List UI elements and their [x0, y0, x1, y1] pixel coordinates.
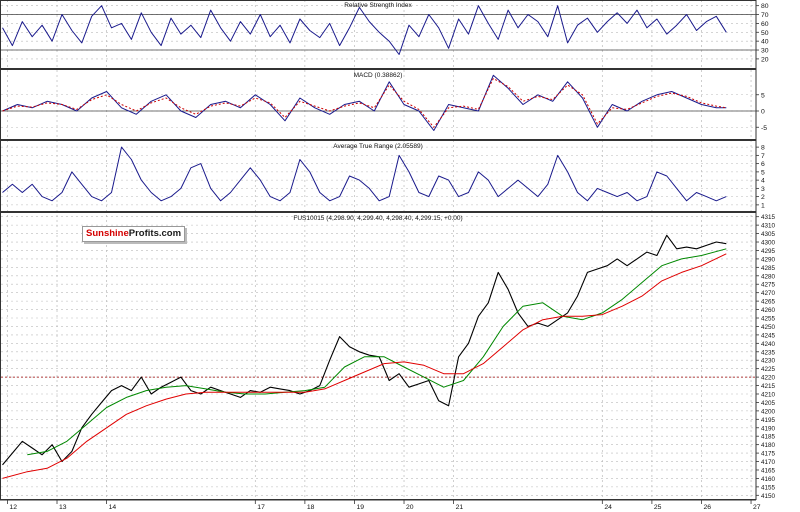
x-tick-label: 17: [257, 504, 265, 511]
price-tick-label: 4250: [761, 324, 776, 331]
price-tick-label: 4305: [761, 231, 776, 238]
price-tick-label: 4245: [761, 332, 776, 339]
rsi-tick-label: 60: [761, 21, 769, 28]
price-tick-label: 4300: [761, 240, 776, 247]
rsi-line: [2, 5, 727, 55]
logo-part-sunshine: Sunshine: [86, 228, 129, 239]
price-tick-label: 4290: [761, 256, 776, 263]
atr-tick-label: 4: [761, 178, 765, 185]
x-tick-label: 12: [9, 504, 17, 511]
macd-title: MACD (0.38862): [354, 72, 403, 79]
price-tick-label: 4185: [761, 434, 776, 441]
price-tick-label: 4150: [761, 493, 776, 500]
atr-tick-label: 2: [761, 194, 765, 201]
logo-part-profits: Profits.com: [128, 228, 182, 239]
price-title: FUS10015 (4,298.90, 4,299.40, 4,298.40, …: [293, 215, 462, 222]
price-tick-label: 4270: [761, 290, 776, 297]
rsi-tick-label: 50: [761, 30, 769, 37]
rsi-tick-label: 40: [761, 39, 769, 46]
macd-tick-label: -5: [761, 125, 767, 132]
rsi-tick-label: 20: [761, 56, 769, 63]
price-tick-label: 4155: [761, 484, 776, 491]
x-tick-label: 14: [109, 504, 117, 511]
price-tick-label: 4215: [761, 383, 776, 390]
price-tick-label: 4255: [761, 316, 776, 323]
price-tick-label: 4205: [761, 400, 776, 407]
x-tick-label: 18: [307, 504, 315, 511]
x-tick-label: 25: [654, 504, 662, 511]
price-tick-label: 4260: [761, 307, 776, 314]
rsi-panel-frame: [0, 0, 757, 69]
atr-tick-label: 8: [761, 145, 765, 152]
price-tick-label: 4175: [761, 451, 776, 458]
price-line: [2, 234, 727, 466]
price-tick-label: 4235: [761, 349, 776, 356]
atr-title: Average True Range (2.05589): [333, 143, 423, 150]
price-tick-label: 4195: [761, 417, 776, 424]
price-tick-label: 4310: [761, 223, 776, 230]
macd-panel-frame: [0, 69, 757, 140]
price-tick-label: 4315: [761, 214, 776, 221]
price-tick-label: 4170: [761, 459, 776, 466]
price-tick-label: 4230: [761, 358, 776, 365]
price-tick-label: 4220: [761, 375, 776, 382]
x-tick-label: 26: [703, 504, 711, 511]
price-tick-label: 4160: [761, 476, 776, 483]
x-tick-label: 19: [356, 504, 364, 511]
atr-line: [2, 146, 727, 202]
rsi-tick-label: 80: [761, 3, 769, 10]
atr-panel-frame: [0, 140, 757, 212]
fast-moving-average-line: [27, 248, 727, 456]
price-tick-label: 4280: [761, 273, 776, 280]
macd-panel: 5 0 -5 MACD (0.38862): [0, 69, 767, 140]
price-tick-label: 4200: [761, 408, 776, 415]
price-tick-label: 4190: [761, 425, 776, 432]
atr-tick-label: 5: [761, 169, 765, 176]
macd-tick-label: 5: [761, 92, 765, 99]
rsi-title: Relative Strength Index: [344, 2, 412, 9]
rsi-tick-label: 30: [761, 48, 769, 55]
macd-signal-line: [2, 78, 727, 128]
price-tick-label: 4285: [761, 265, 776, 272]
rsi-tick-label: 70: [761, 12, 769, 19]
price-tick-label: 4265: [761, 299, 776, 306]
x-tick-label: 13: [59, 504, 67, 511]
price-tick-label: 4275: [761, 282, 776, 289]
x-tick-label: 27: [753, 504, 761, 511]
price-tick-label: 4240: [761, 341, 776, 348]
x-tick-label: 21: [456, 504, 464, 511]
price-tick-label: 4180: [761, 442, 776, 449]
atr-tick-label: 7: [761, 153, 765, 160]
price-tick-label: 4225: [761, 366, 776, 373]
atr-tick-label: 3: [761, 186, 765, 193]
price-tick-label: 4295: [761, 248, 776, 255]
x-tick-label: 24: [604, 504, 612, 511]
macd-line: [2, 74, 727, 131]
x-tick-label: 20: [406, 504, 414, 511]
atr-tick-label: 6: [761, 161, 765, 168]
atr-tick-label: 1: [761, 202, 765, 209]
day-gridlines: [7, 0, 752, 500]
sunshine-profits-logo[interactable]: SunshineProfits.com: [82, 226, 186, 242]
x-axis: 12 13 14 17 18 19 20 21 24 25 26 27: [0, 499, 761, 511]
slow-moving-average-line: [2, 253, 727, 479]
macd-tick-label: 0: [761, 109, 765, 116]
price-tick-label: 4165: [761, 467, 776, 474]
price-tick-label: 4210: [761, 391, 776, 398]
